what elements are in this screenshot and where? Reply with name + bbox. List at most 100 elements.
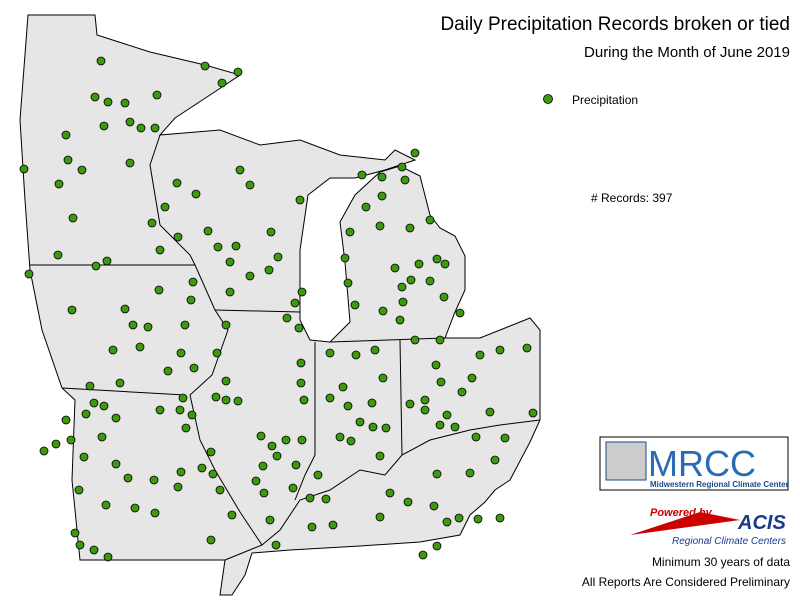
record-dot — [338, 382, 348, 392]
record-dot — [375, 451, 385, 461]
record-dot — [125, 158, 135, 168]
record-dot — [108, 345, 118, 355]
record-dot — [130, 503, 140, 513]
record-dot — [420, 395, 430, 405]
record-dot — [101, 500, 111, 510]
record-dot — [111, 459, 121, 469]
record-dot — [271, 540, 281, 550]
record-dot — [54, 179, 64, 189]
record-dot — [385, 488, 395, 498]
record-dot — [435, 335, 445, 345]
record-dot — [273, 252, 283, 262]
record-dot — [68, 213, 78, 223]
record-dot — [187, 410, 197, 420]
state-border — [61, 387, 186, 396]
record-dot — [281, 435, 291, 445]
record-dot — [163, 366, 173, 376]
record-dot — [188, 277, 198, 287]
logo-map — [605, 441, 647, 481]
record-dot — [335, 432, 345, 442]
record-dot — [442, 517, 452, 527]
record-dot — [288, 483, 298, 493]
record-dot — [454, 513, 464, 523]
record-dot — [203, 226, 213, 236]
record-dot — [500, 433, 510, 443]
record-dot — [63, 155, 73, 165]
record-dot — [439, 292, 449, 302]
record-dot — [378, 306, 388, 316]
record-dot — [425, 215, 435, 225]
record-dot — [355, 417, 365, 427]
record-dot — [432, 541, 442, 551]
record-dot — [485, 407, 495, 417]
record-dot — [181, 423, 191, 433]
record-dot — [346, 436, 356, 446]
record-dot — [212, 348, 222, 358]
record-dot — [377, 191, 387, 201]
record-dot — [295, 195, 305, 205]
record-dot — [227, 510, 237, 520]
record-dot — [395, 315, 405, 325]
record-dot — [85, 381, 95, 391]
record-dot — [53, 250, 63, 260]
record-dot — [70, 528, 80, 538]
record-dot — [155, 405, 165, 415]
record-dot — [180, 320, 190, 330]
record-dot — [473, 514, 483, 524]
legend-label: Precipitation — [572, 93, 638, 107]
record-dot — [150, 123, 160, 133]
record-dot — [51, 439, 61, 449]
record-dot — [79, 452, 89, 462]
record-dot — [377, 172, 387, 182]
record-dot — [103, 552, 113, 562]
record-dot — [435, 420, 445, 430]
record-dot — [357, 170, 367, 180]
record-dot — [414, 259, 424, 269]
record-dot — [150, 508, 160, 518]
record-dot — [251, 476, 261, 486]
record-dot — [89, 398, 99, 408]
record-dot — [77, 165, 87, 175]
record-dot — [528, 408, 538, 418]
record-dot — [328, 520, 338, 530]
record-dot — [19, 164, 29, 174]
record-dot — [66, 435, 76, 445]
record-dot — [99, 121, 109, 131]
record-dot — [96, 56, 106, 66]
record-dot — [368, 422, 378, 432]
record-dot — [221, 376, 231, 386]
record-dot — [495, 513, 505, 523]
state-border — [214, 309, 301, 313]
record-dot — [265, 515, 275, 525]
record-dot — [272, 451, 282, 461]
record-dot — [90, 92, 100, 102]
record-dot — [397, 282, 407, 292]
record-dot — [191, 189, 201, 199]
record-count: # Records: 397 — [591, 191, 673, 205]
record-dot — [425, 276, 435, 286]
record-dot — [264, 265, 274, 275]
record-dot — [24, 269, 34, 279]
acis-name: Regional Climate Centers — [672, 536, 786, 547]
record-dot — [215, 485, 225, 495]
state-border — [261, 419, 541, 546]
record-dot — [340, 253, 350, 263]
record-dot — [135, 342, 145, 352]
record-dot — [111, 413, 121, 423]
record-dot — [258, 461, 268, 471]
state-border — [294, 342, 316, 501]
record-dot — [235, 165, 245, 175]
record-dot — [345, 227, 355, 237]
record-dot — [440, 259, 450, 269]
record-dot — [61, 415, 71, 425]
record-dot — [367, 398, 377, 408]
record-dot — [321, 494, 331, 504]
record-dot — [152, 90, 162, 100]
record-dot — [125, 117, 135, 127]
record-dot — [343, 401, 353, 411]
record-dot — [297, 435, 307, 445]
record-dot — [211, 392, 221, 402]
record-dot — [103, 97, 113, 107]
record-dot — [259, 488, 269, 498]
